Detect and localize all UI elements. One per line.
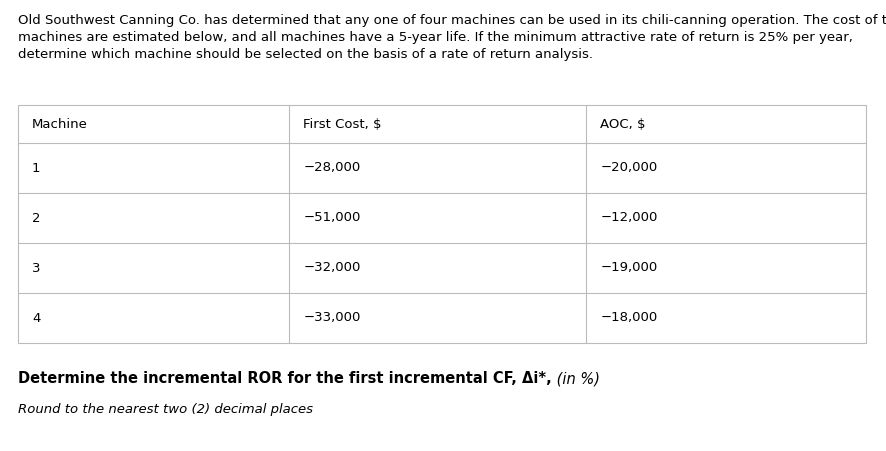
Text: 4: 4 [32, 312, 41, 325]
Text: −20,000: −20,000 [600, 161, 657, 175]
Text: First Cost, $: First Cost, $ [303, 118, 382, 130]
Bar [18, 105, 866, 343]
Text: machines are estimated below, and all machines have a 5-year life. If the minimu: machines are estimated below, and all ma… [18, 31, 853, 44]
Text: Machine: Machine [32, 118, 88, 130]
Text: 1: 1 [32, 161, 41, 175]
Text: −18,000: −18,000 [600, 312, 657, 325]
Text: −12,000: −12,000 [600, 212, 657, 225]
Text: AOC, $: AOC, $ [600, 118, 646, 130]
Text: Round to the nearest two (2) decimal places: Round to the nearest two (2) decimal pla… [18, 403, 313, 416]
Text: −33,000: −33,000 [303, 312, 361, 325]
Text: 2: 2 [32, 212, 41, 225]
Text: −19,000: −19,000 [600, 262, 657, 275]
Text: −51,000: −51,000 [303, 212, 361, 225]
Text: Old Southwest Canning Co. has determined that any one of four machines can be us: Old Southwest Canning Co. has determined… [18, 14, 886, 27]
Text: 3: 3 [32, 262, 41, 275]
Text: determine which machine should be selected on the basis of a rate of return anal: determine which machine should be select… [18, 48, 593, 61]
Text: −32,000: −32,000 [303, 262, 361, 275]
Text: Determine the incremental ROR for the first incremental CF, Δi*,: Determine the incremental ROR for the fi… [18, 371, 552, 386]
Text: (in %): (in %) [552, 371, 600, 386]
Text: −28,000: −28,000 [303, 161, 361, 175]
